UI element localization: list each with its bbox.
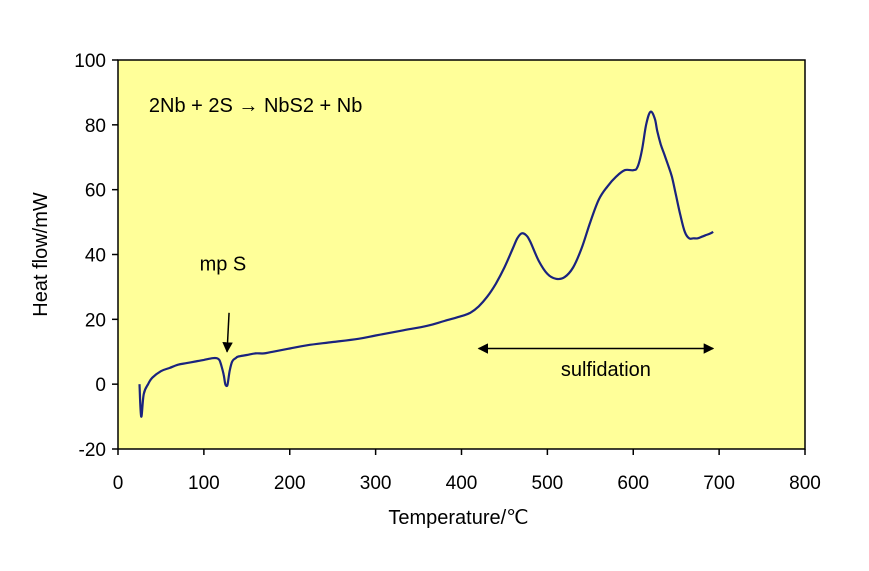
x-tick-label: 100 — [188, 473, 220, 494]
x-tick-label: 800 — [789, 473, 821, 494]
sulfidation-annotation: sulfidation — [561, 359, 651, 381]
melting-point-annotation: mp S — [200, 254, 247, 276]
y-tick-label: -20 — [79, 440, 106, 461]
y-tick-label: 100 — [74, 51, 106, 72]
plot-area — [117, 59, 806, 450]
x-tick-label: 700 — [703, 473, 735, 494]
y-tick-label: 0 — [95, 375, 106, 396]
y-tick-label: 80 — [85, 116, 106, 137]
x-axis-ticks: 0 100 200 300 400 500 600 700 800 — [113, 449, 821, 494]
reaction-annotation: 2Nb + 2S → NbS2 + Nb — [149, 95, 362, 117]
annotations — [222, 312, 715, 354]
y-axis-ticks: -20 0 20 40 60 80 100 — [74, 51, 118, 461]
x-axis-label: Temperature/℃ — [388, 507, 528, 529]
x-tick-label: 500 — [532, 473, 564, 494]
y-tick-label: 40 — [85, 246, 106, 267]
x-tick-label: 200 — [274, 473, 306, 494]
y-axis-label: Heat flow/mW — [30, 192, 52, 317]
melting-point-arrow — [222, 312, 233, 353]
x-tick-label: 300 — [360, 473, 392, 494]
x-tick-label: 600 — [617, 473, 649, 494]
y-tick-label: 60 — [85, 181, 106, 202]
heat-flow-line — [138, 110, 714, 418]
x-tick-label: 400 — [446, 473, 478, 494]
y-tick-label: 20 — [85, 310, 106, 331]
x-tick-label: 0 — [113, 473, 124, 494]
